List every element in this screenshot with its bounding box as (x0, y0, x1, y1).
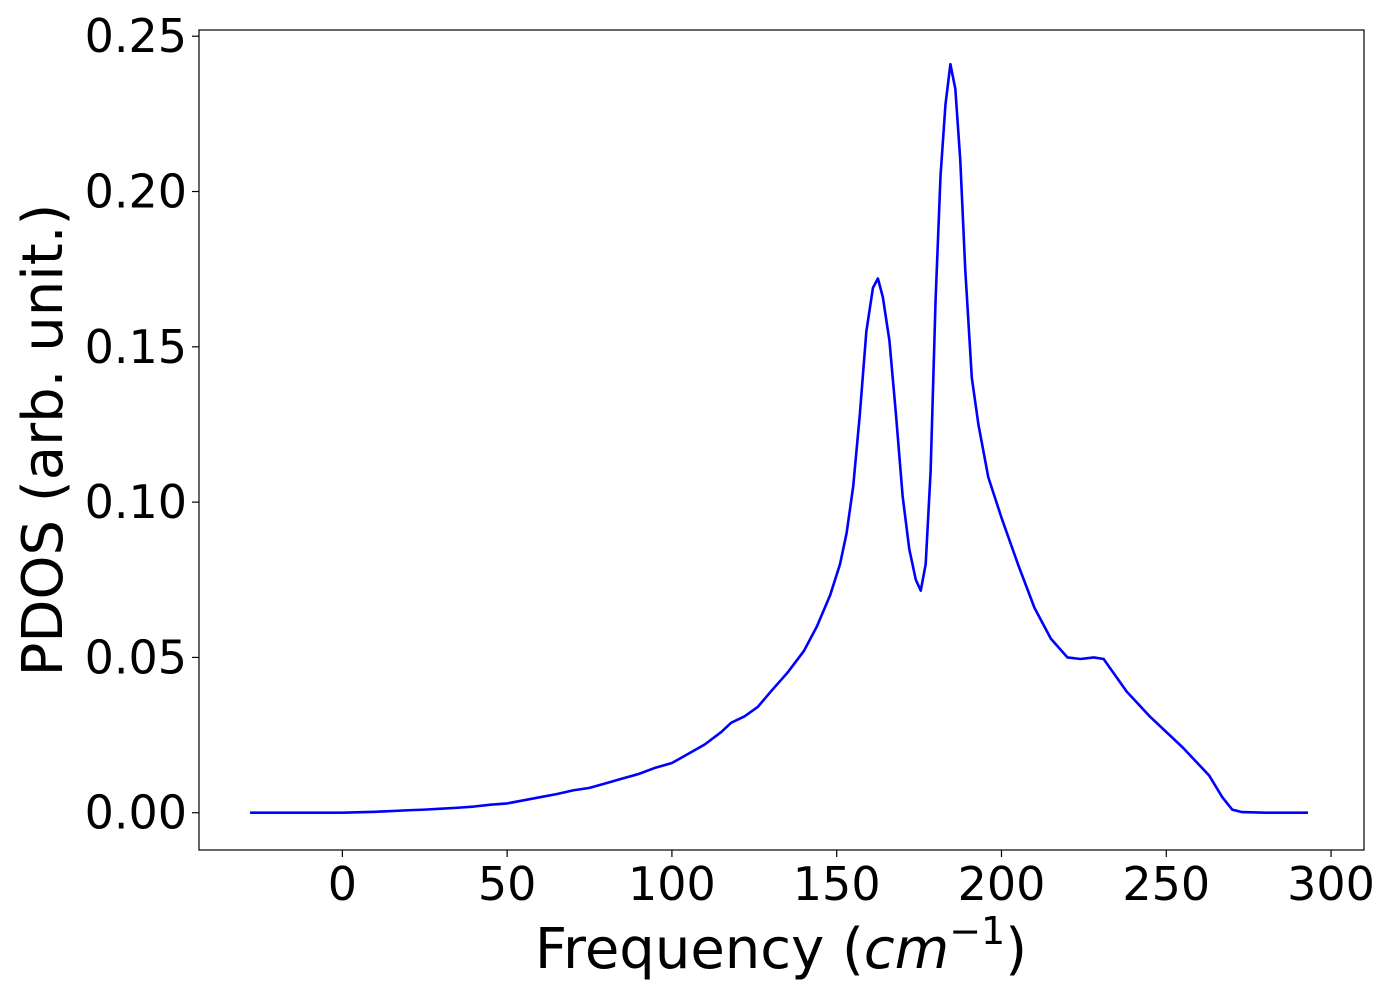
pdos-series-line-0 (250, 62, 1308, 815)
y-axis-ticks: 0.00 0.05 0.10 0.15 0.20 0.25 (85, 9, 199, 840)
x-tick-label: 150 (793, 857, 881, 911)
plot-frame (198, 29, 1365, 851)
y-tick-label: 0.25 (85, 9, 187, 63)
x-axis-label-close: ) (1005, 917, 1027, 982)
x-tick-label: 200 (958, 857, 1046, 911)
x-axis-label-exponent: −1 (949, 909, 1005, 953)
x-axis-ticks: 0 50 100 150 200 250 300 (328, 850, 1375, 911)
y-tick-label: 0.15 (85, 320, 187, 374)
x-tick-label: 300 (1287, 857, 1375, 911)
x-axis-label: Frequency (cm−1) (535, 909, 1027, 982)
y-axis-label: PDOS (arb. unit.) (11, 204, 76, 677)
x-tick-label: 100 (628, 857, 716, 911)
y-tick-label: 0.00 (85, 786, 187, 840)
x-axis-label-text: Frequency ( (535, 917, 864, 982)
y-tick-label: 0.20 (85, 165, 187, 219)
x-tick-label: 50 (478, 857, 537, 911)
x-tick-label: 250 (1122, 857, 1210, 911)
y-tick-label: 0.05 (85, 630, 187, 684)
x-axis-label-unit: cm (864, 917, 949, 982)
series-layer (250, 62, 1308, 815)
x-tick-label: 0 (328, 857, 357, 911)
y-tick-label: 0.10 (85, 475, 187, 529)
